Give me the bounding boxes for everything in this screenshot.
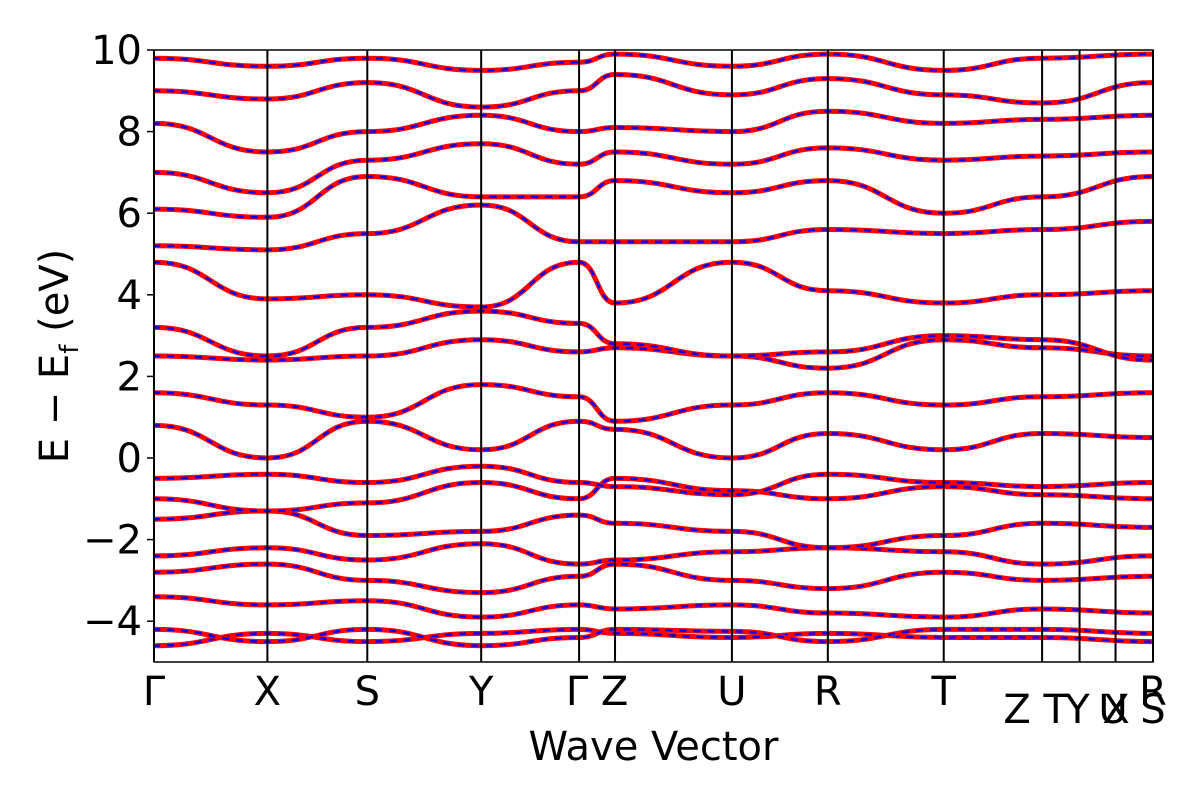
band-red-8 bbox=[154, 418, 1153, 461]
y-tick-label: 10 bbox=[91, 28, 142, 74]
x-tick-label: Γ bbox=[143, 669, 166, 715]
band-blue-3 bbox=[154, 562, 1153, 594]
x-tick-label: Z T bbox=[1003, 687, 1068, 733]
band-blue-5 bbox=[154, 509, 1153, 550]
y-tick-label: 4 bbox=[117, 273, 142, 319]
y-axis-label-suffix: (eV) bbox=[32, 249, 78, 345]
y-axis-label-prefix: E − E bbox=[32, 354, 78, 464]
y-axis-label: E − Ef (eV) bbox=[32, 249, 85, 464]
band-red-2 bbox=[154, 594, 1153, 620]
y-tick-label: 8 bbox=[117, 110, 142, 156]
band-blue-18 bbox=[154, 52, 1153, 72]
band-red-12 bbox=[154, 259, 1153, 310]
x-tick-label: R bbox=[814, 669, 842, 715]
y-tick-label: 2 bbox=[117, 354, 142, 400]
x-tick-label: R bbox=[1139, 669, 1167, 715]
band-blue-16 bbox=[154, 109, 1153, 154]
x-tick-label: X bbox=[254, 669, 281, 715]
x-tick-label: T bbox=[930, 669, 956, 715]
x-tick-label: Y X bbox=[1064, 687, 1130, 733]
x-axis-label: Wave Vector bbox=[529, 724, 780, 770]
band-red-9 bbox=[154, 382, 1153, 424]
band-blue-7 bbox=[154, 464, 1153, 496]
band-blue-8 bbox=[154, 420, 1153, 460]
y-tick-label: −2 bbox=[83, 518, 142, 564]
band-red-11 bbox=[154, 308, 1153, 363]
band-red-13 bbox=[154, 202, 1153, 253]
y-tick-label: 6 bbox=[117, 191, 142, 237]
y-axis-label-subscript: f bbox=[55, 344, 85, 354]
band-blue-4 bbox=[154, 542, 1153, 566]
band-red-5 bbox=[154, 508, 1153, 551]
band-blue-6 bbox=[154, 477, 1153, 513]
x-tick-label: U S bbox=[1098, 687, 1165, 733]
y-tick-label: −4 bbox=[83, 599, 142, 645]
x-tick-label: S bbox=[355, 669, 380, 715]
x-tick-label: U bbox=[717, 669, 746, 715]
plot-frame bbox=[153, 49, 1154, 663]
x-tick-label: Γ Z bbox=[566, 669, 628, 715]
x-tick-label: Y bbox=[468, 669, 494, 715]
band-blue-14 bbox=[154, 175, 1153, 219]
band-blue-10 bbox=[154, 338, 1153, 370]
y-tick-label: 0 bbox=[117, 436, 142, 482]
band-blue-11 bbox=[154, 309, 1153, 362]
band-red-17 bbox=[154, 72, 1153, 110]
y-axis-ticks: 10 8 6 4 2 0 −2 −4 bbox=[83, 28, 154, 645]
bands-layer bbox=[154, 51, 1153, 649]
